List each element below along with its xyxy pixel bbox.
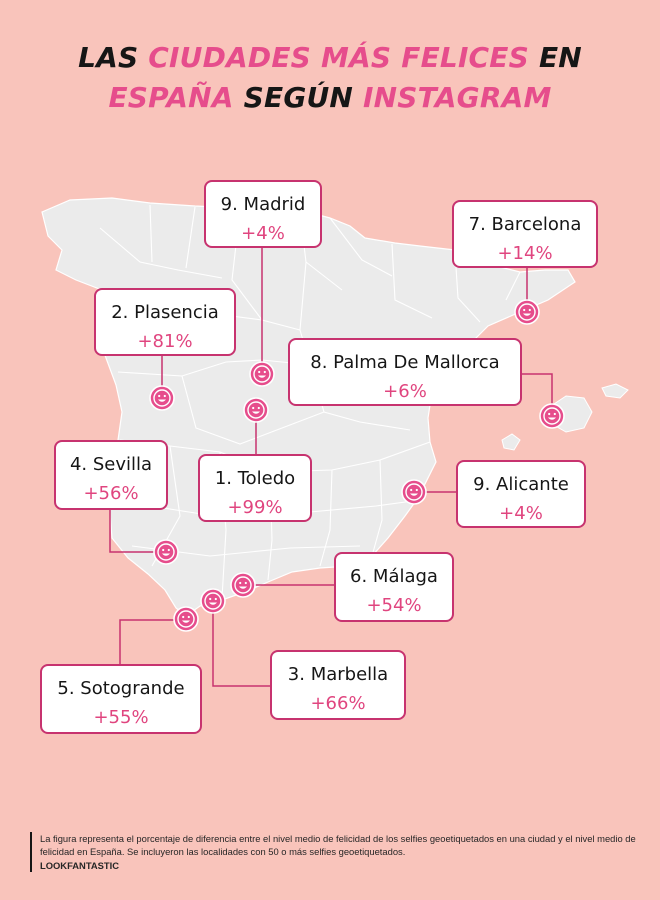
city-card-malaga[interactable]: 6. Málaga +54%: [334, 552, 454, 622]
title-segment: LAS: [78, 41, 149, 74]
footnote-text: La figura representa el porcentaje de di…: [40, 833, 636, 857]
city-name: 5. Sotogrande: [57, 678, 185, 699]
city-percentage: +4%: [499, 503, 543, 524]
city-percentage: +99%: [227, 497, 283, 518]
city-name: 4. Sevilla: [69, 454, 153, 475]
title-segment-highlight: CIUDADES MÁS FELICES: [148, 41, 539, 74]
smiley-face-icon[interactable]: [230, 572, 256, 598]
city-card-palma-de-mallorca[interactable]: 8. Palma De Mallorca +6%: [288, 338, 522, 406]
city-name: 8. Palma De Mallorca: [310, 352, 500, 373]
city-card-plasencia[interactable]: 2. Plasencia +81%: [94, 288, 236, 356]
title-segment-highlight: ESPAÑA: [108, 81, 244, 114]
city-card-toledo[interactable]: 1. Toledo +99%: [198, 454, 312, 522]
ibiza-island: [501, 433, 521, 451]
smiley-face-icon[interactable]: [173, 606, 199, 632]
city-percentage: +81%: [137, 331, 193, 352]
title-line-1: LAS CIUDADES MÁS FELICES EN: [78, 41, 582, 74]
connector-lines: [109, 246, 553, 687]
city-card-marbella[interactable]: 3. Marbella +66%: [270, 650, 406, 720]
city-name: 9. Alicante: [473, 474, 569, 495]
smiley-face-icon[interactable]: [539, 403, 565, 429]
page-title: LAS CIUDADES MÁS FELICES EN ESPAÑA SEGÚN…: [0, 38, 660, 118]
smiley-face-icon[interactable]: [249, 361, 275, 387]
city-percentage: +4%: [241, 223, 285, 244]
menorca-island: [601, 383, 629, 399]
title-segment: EN: [538, 41, 582, 74]
city-name: 1. Toledo: [214, 468, 296, 489]
title-segment-highlight: INSTAGRAM: [363, 81, 552, 114]
title-line-2: ESPAÑA SEGÚN INSTAGRAM: [108, 81, 551, 114]
city-percentage: +54%: [366, 595, 422, 616]
smiley-face-icon[interactable]: [514, 299, 540, 325]
city-card-madrid[interactable]: 9. Madrid +4%: [204, 180, 322, 248]
city-name: 6. Málaga: [350, 566, 438, 587]
city-name: 2. Plasencia: [111, 302, 219, 323]
title-segment: SEGÚN: [243, 81, 364, 114]
city-percentage: +55%: [93, 707, 149, 728]
smiley-face-icon[interactable]: [149, 385, 175, 411]
city-card-sevilla[interactable]: 4. Sevilla +56%: [54, 440, 168, 510]
brand-name: LOOKFANTASTIC: [40, 860, 119, 871]
footnote: La figura representa el porcentaje de di…: [30, 832, 645, 872]
city-name: 3. Marbella: [287, 664, 389, 685]
smiley-face-icon[interactable]: [200, 588, 226, 614]
smiley-face-icon[interactable]: [243, 397, 269, 423]
city-name: 9. Madrid: [220, 194, 306, 215]
city-card-alicante[interactable]: 9. Alicante +4%: [456, 460, 586, 528]
city-percentage: +56%: [83, 483, 139, 504]
city-card-sotogrande[interactable]: 5. Sotogrande +55%: [40, 664, 202, 734]
city-name: 7. Barcelona: [468, 214, 582, 235]
city-percentage: +66%: [310, 693, 366, 714]
smiley-face-icon[interactable]: [153, 539, 179, 565]
city-percentage: +6%: [383, 381, 427, 402]
smiley-face-icon[interactable]: [401, 479, 427, 505]
city-percentage: +14%: [497, 243, 553, 264]
city-card-barcelona[interactable]: 7. Barcelona +14%: [452, 200, 598, 268]
